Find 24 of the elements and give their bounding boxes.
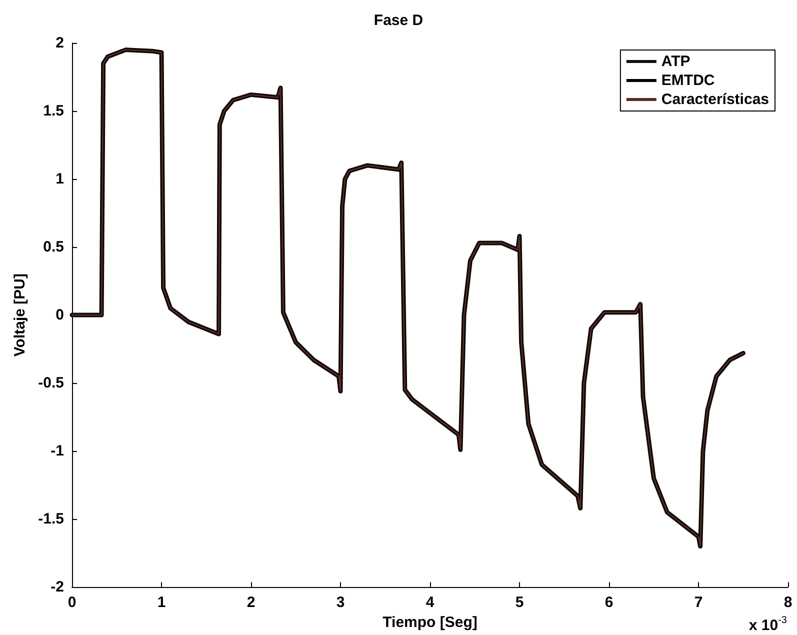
legend-label: Características [661, 91, 770, 108]
y-tick-label: -1.5 [38, 510, 64, 528]
legend-label: EMTDC [661, 72, 715, 89]
y-tick-label: 1.5 [43, 102, 64, 120]
legend-label: ATP [661, 53, 690, 70]
y-tick-label: -0.5 [38, 374, 64, 392]
x-tick-label: 2 [246, 594, 256, 612]
x-tick-label: 4 [426, 594, 435, 612]
x-tick-label: 7 [694, 594, 703, 612]
x-tick-label: 5 [515, 594, 524, 612]
x-tick-label: 1 [157, 594, 166, 612]
y-tick-label: -1 [50, 442, 64, 460]
x-tick-label: 8 [784, 594, 792, 612]
y-axis-title: Voltaje [PU] [11, 274, 28, 357]
chart-title: Fase D [374, 12, 424, 29]
x-tick-label: 0 [68, 594, 76, 612]
y-tick-label: -2 [50, 578, 64, 596]
x-tick-label: 3 [336, 594, 345, 612]
y-tick-label: 0.5 [43, 238, 64, 256]
y-tick-label: 1 [56, 170, 64, 188]
x-axis-title: Tiempo [Seg] [382, 614, 478, 631]
y-tick-label: 0 [56, 306, 64, 324]
x-tick-label: 6 [604, 594, 614, 612]
y-tick-label: 2 [56, 34, 64, 52]
